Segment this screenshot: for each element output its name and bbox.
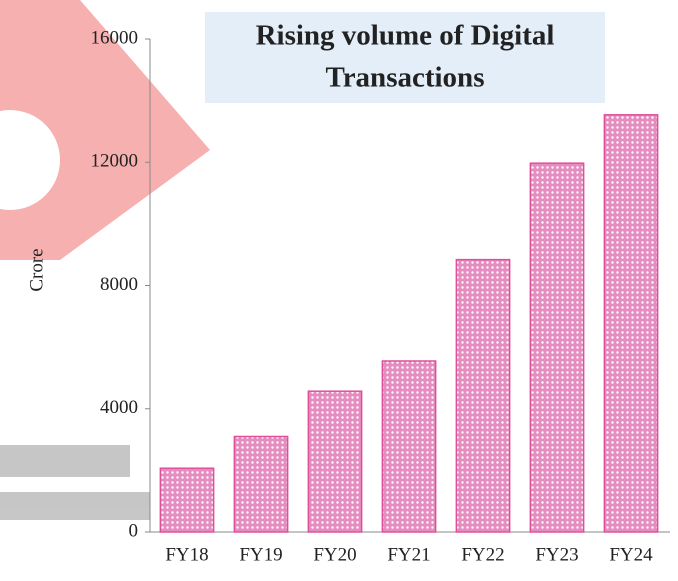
chart-title: Rising volume of Digital [256, 20, 555, 52]
bar [604, 115, 657, 532]
y-tick-label: 0 [129, 520, 139, 541]
x-tick-label: FY24 [609, 544, 653, 565]
bar [308, 391, 361, 532]
x-tick-label: FY22 [461, 544, 504, 565]
x-tick-label: FY20 [313, 544, 356, 565]
x-tick-label: FY23 [535, 544, 578, 565]
y-tick-label: 16000 [91, 27, 139, 48]
bar [160, 468, 213, 532]
x-tick-label: FY19 [239, 544, 282, 565]
bar [456, 260, 509, 532]
bar [234, 436, 287, 532]
chart: Rising volume of Digital Transactions Cr… [0, 0, 678, 576]
y-tick-label: 12000 [91, 151, 139, 172]
chart-title: Transactions [326, 62, 485, 94]
bar [530, 163, 583, 532]
x-tick-label: FY18 [165, 544, 208, 565]
y-tick-label: 8000 [100, 274, 138, 295]
y-axis-label: Crore [26, 248, 47, 291]
y-tick-label: 4000 [100, 397, 138, 418]
bar [382, 361, 435, 532]
x-tick-label: FY21 [387, 544, 430, 565]
